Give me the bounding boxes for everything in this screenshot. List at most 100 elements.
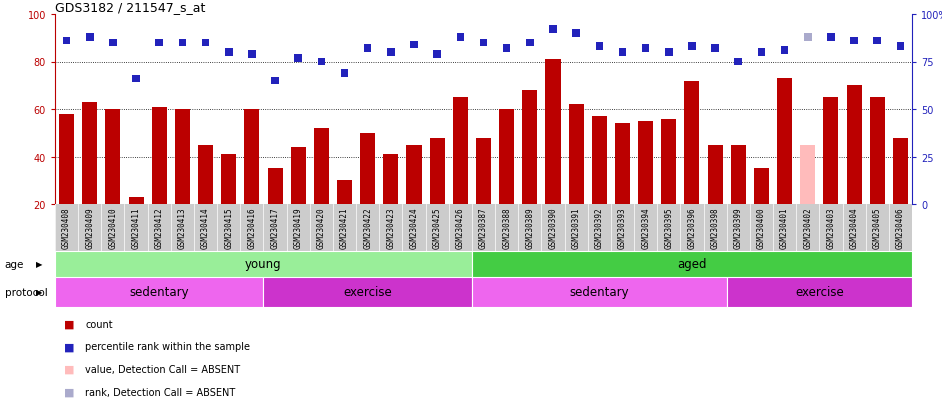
Point: [823, 34, 838, 41]
Text: GSM230414: GSM230414: [201, 207, 210, 248]
Point: [661, 50, 676, 56]
Text: GSM230403: GSM230403: [826, 207, 836, 248]
Point: [569, 31, 584, 37]
Point: [453, 34, 468, 41]
Text: GSM230425: GSM230425: [432, 207, 442, 248]
Point: [198, 40, 213, 47]
Bar: [430, 138, 445, 204]
Point: [847, 38, 862, 45]
Point: [777, 47, 792, 54]
Text: GSM230413: GSM230413: [178, 207, 187, 248]
Bar: [268, 169, 283, 204]
Point: [801, 34, 816, 41]
Bar: [221, 155, 236, 204]
Text: GSM230400: GSM230400: [757, 207, 766, 248]
Point: [152, 40, 167, 47]
Text: GSM230422: GSM230422: [364, 207, 372, 248]
Point: [407, 42, 422, 49]
Text: GSM230396: GSM230396: [688, 207, 696, 248]
Text: age: age: [5, 259, 24, 269]
Point: [499, 46, 514, 52]
Text: GSM230419: GSM230419: [294, 207, 302, 248]
Bar: [615, 124, 630, 204]
Point: [731, 59, 746, 66]
Text: GDS3182 / 211547_s_at: GDS3182 / 211547_s_at: [55, 1, 205, 14]
Bar: [175, 110, 190, 204]
Bar: [55, 252, 472, 277]
Bar: [869, 98, 885, 204]
Text: ■: ■: [64, 342, 75, 351]
Text: sedentary: sedentary: [129, 286, 189, 299]
Bar: [754, 169, 769, 204]
Point: [638, 46, 653, 52]
Text: ▶: ▶: [36, 288, 42, 297]
Bar: [59, 114, 74, 204]
Point: [383, 50, 398, 56]
Bar: [55, 277, 264, 307]
Text: young: young: [245, 258, 282, 271]
Bar: [545, 60, 560, 204]
Point: [615, 50, 630, 56]
Point: [268, 78, 283, 85]
Bar: [264, 277, 472, 307]
Bar: [499, 110, 514, 204]
Text: GSM230423: GSM230423: [386, 207, 396, 248]
Bar: [453, 98, 468, 204]
Text: GSM230404: GSM230404: [850, 207, 858, 248]
Bar: [314, 129, 329, 204]
Text: GSM230402: GSM230402: [804, 207, 812, 248]
Text: GSM230412: GSM230412: [154, 207, 164, 248]
Point: [522, 40, 537, 47]
Text: GSM230421: GSM230421: [340, 207, 349, 248]
Text: ■: ■: [64, 387, 75, 397]
Point: [360, 46, 375, 52]
Text: GSM230408: GSM230408: [62, 207, 71, 248]
Text: GSM230416: GSM230416: [248, 207, 256, 248]
Bar: [726, 277, 912, 307]
Bar: [407, 145, 421, 204]
Text: rank, Detection Call = ABSENT: rank, Detection Call = ABSENT: [85, 387, 236, 397]
Bar: [244, 110, 259, 204]
Text: protocol: protocol: [5, 287, 47, 297]
Text: GSM230420: GSM230420: [317, 207, 326, 248]
Point: [592, 44, 607, 50]
Bar: [82, 102, 97, 204]
Bar: [685, 81, 700, 204]
Text: GSM230388: GSM230388: [502, 207, 512, 248]
Point: [707, 46, 723, 52]
Point: [893, 44, 908, 50]
Bar: [522, 91, 537, 204]
Point: [545, 27, 560, 33]
Point: [430, 52, 445, 58]
Text: sedentary: sedentary: [570, 286, 629, 299]
Bar: [476, 138, 491, 204]
Bar: [893, 138, 908, 204]
Text: value, Detection Call = ABSENT: value, Detection Call = ABSENT: [85, 364, 240, 374]
Bar: [152, 107, 167, 204]
Bar: [638, 121, 653, 204]
Text: GSM230410: GSM230410: [108, 207, 118, 248]
Text: GSM230387: GSM230387: [479, 207, 488, 248]
Text: exercise: exercise: [795, 286, 844, 299]
Bar: [847, 86, 862, 204]
Bar: [777, 79, 792, 204]
Point: [314, 59, 329, 66]
Point: [244, 52, 259, 58]
Text: GSM230415: GSM230415: [224, 207, 234, 248]
Bar: [472, 252, 912, 277]
Point: [291, 55, 306, 62]
Bar: [360, 133, 375, 204]
Bar: [337, 181, 352, 204]
Point: [82, 34, 97, 41]
Text: GSM230401: GSM230401: [780, 207, 789, 248]
Text: GSM230417: GSM230417: [270, 207, 280, 248]
Text: GSM230405: GSM230405: [872, 207, 882, 248]
Text: percentile rank within the sample: percentile rank within the sample: [85, 342, 251, 351]
Point: [685, 44, 700, 50]
Bar: [661, 119, 676, 204]
Text: GSM230394: GSM230394: [642, 207, 650, 248]
Text: aged: aged: [677, 258, 706, 271]
Bar: [472, 277, 726, 307]
Bar: [106, 110, 121, 204]
Point: [106, 40, 121, 47]
